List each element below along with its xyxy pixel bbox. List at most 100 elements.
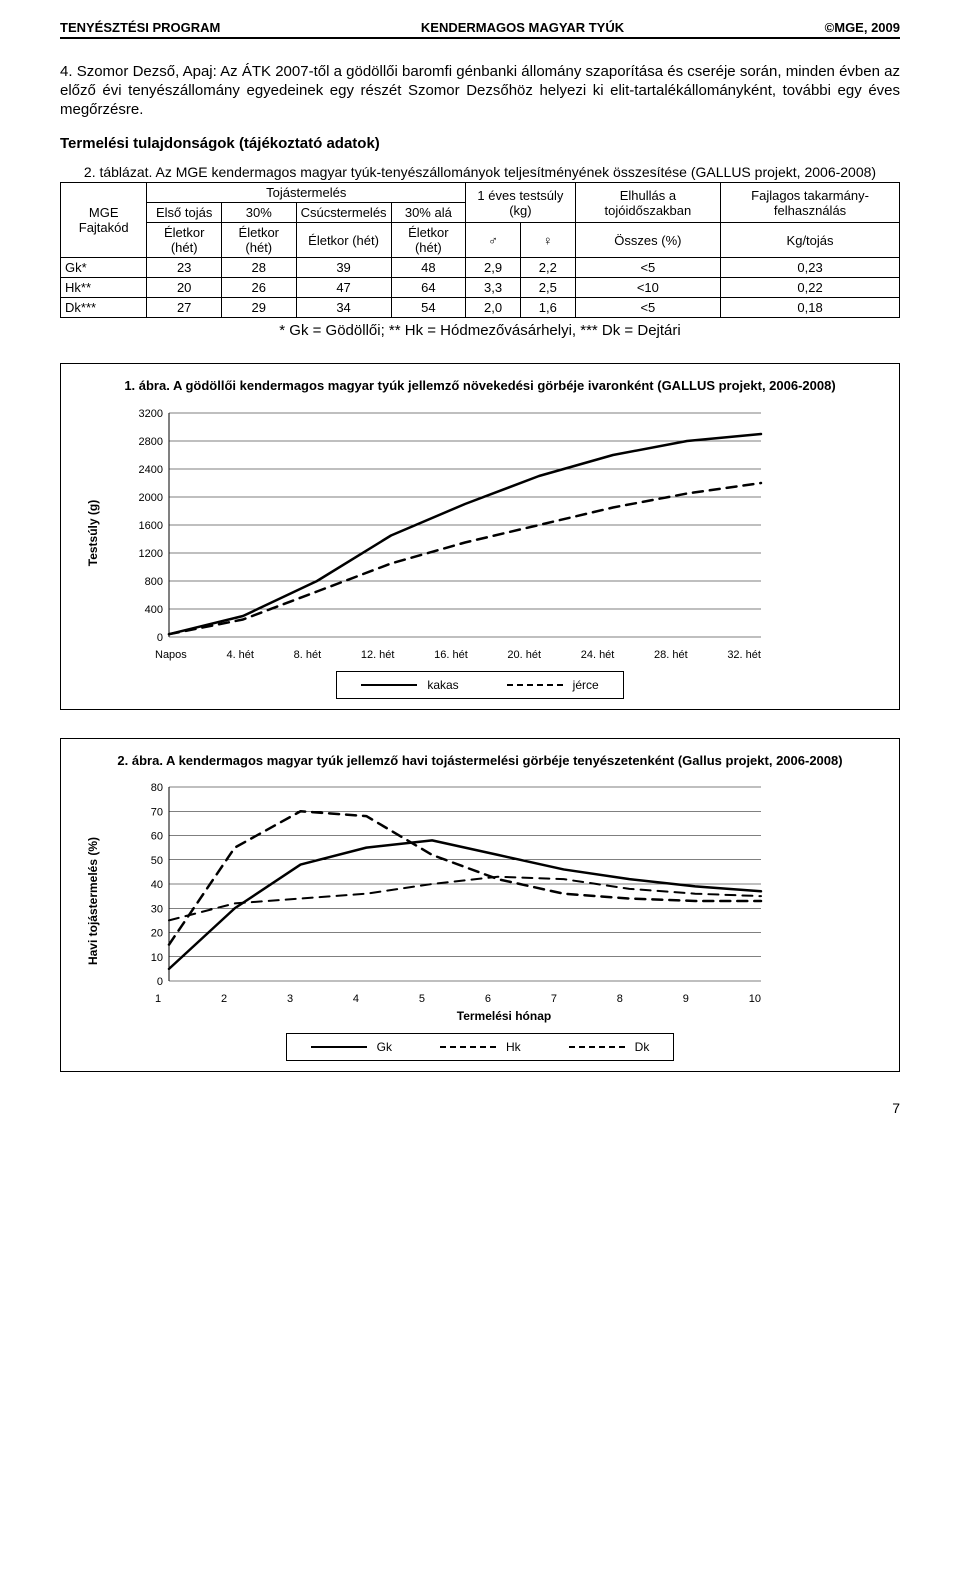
section-heading: Termelési tulajdonságok (tájékoztató ada… xyxy=(60,135,900,152)
chart2-xticks: 12345678910 xyxy=(129,993,769,1005)
legend-label: Dk xyxy=(635,1040,650,1054)
legend-label: kakas xyxy=(427,678,458,692)
header-center: KENDERMAGOS MAGYAR TYÚK xyxy=(421,20,624,35)
legend-label: jérce xyxy=(573,678,599,692)
x-tick: 20. hét xyxy=(507,649,541,661)
performance-table: MGE Fajtakód Tojástermelés 1 éves testsú… xyxy=(60,182,900,318)
col-eletkor-3: Életkor (hét) xyxy=(296,223,391,258)
header-left: TENYÉSZTÉSI PROGRAM xyxy=(60,20,220,35)
chart2-ylabel: Havi tojástermelés (%) xyxy=(86,837,100,965)
x-tick: 16. hét xyxy=(434,649,468,661)
chart1-xticks: Napos 4. hét 8. hét 12. hét 16. hét 20. hét 24… xyxy=(129,649,769,661)
table-row: Hk**202647643,32,5<100,22 xyxy=(61,278,900,298)
table-cell: Dk*** xyxy=(61,298,147,318)
svg-text:0: 0 xyxy=(157,976,163,988)
x-tick: 28. hét xyxy=(654,649,688,661)
table-cell: 26 xyxy=(221,278,296,298)
legend-swatch xyxy=(507,684,563,686)
legend-label: Hk xyxy=(506,1040,521,1054)
x-tick: 7 xyxy=(551,993,557,1005)
x-tick: 6 xyxy=(485,993,491,1005)
table-cell: 54 xyxy=(391,298,466,318)
col-30-ala: 30% alá xyxy=(391,203,466,223)
chart2-xlabel: Termelési hónap xyxy=(129,1009,879,1023)
chart2-legend: GkHkDk xyxy=(286,1033,675,1061)
table-row: Gk*232839482,92,2<50,23 xyxy=(61,258,900,278)
x-tick: 5 xyxy=(419,993,425,1005)
table-cell: 29 xyxy=(221,298,296,318)
legend-swatch xyxy=(361,684,417,686)
table-cell: 2,0 xyxy=(466,298,521,318)
svg-text:1200: 1200 xyxy=(139,548,163,560)
x-tick: 32. hét xyxy=(727,649,761,661)
table-cell: 47 xyxy=(296,278,391,298)
table-cell: 0,22 xyxy=(721,278,900,298)
table-cell: 3,3 xyxy=(466,278,521,298)
x-tick: 10 xyxy=(749,993,761,1005)
col-kgtojas: Kg/tojás xyxy=(721,223,900,258)
col-tojastermeles: Tojástermelés xyxy=(147,183,466,203)
table-cell: <10 xyxy=(575,278,720,298)
col-testsuly: 1 éves testsúly (kg) xyxy=(466,183,576,223)
chart1-ylabel: Testsúly (g) xyxy=(86,499,100,565)
col-eletkor-4: Életkor (hét) xyxy=(391,223,466,258)
x-tick: 8 xyxy=(617,993,623,1005)
svg-text:0: 0 xyxy=(157,632,163,644)
svg-text:10: 10 xyxy=(151,952,163,964)
chart2-title: 2. ábra. A kendermagos magyar tyúk jelle… xyxy=(81,753,879,769)
col-csucs: Csúcstermelés xyxy=(296,203,391,223)
svg-text:2000: 2000 xyxy=(139,492,163,504)
table-cell: Hk** xyxy=(61,278,147,298)
table-cell: 20 xyxy=(147,278,222,298)
svg-text:80: 80 xyxy=(151,782,163,794)
col-male: ♂ xyxy=(466,223,521,258)
chart1-container: 1. ábra. A gödöllői kendermagos magyar t… xyxy=(60,363,900,709)
chart2-plot: 01020304050607080 xyxy=(129,779,879,989)
svg-text:800: 800 xyxy=(145,576,163,588)
table-cell: 28 xyxy=(221,258,296,278)
table-cell: 39 xyxy=(296,258,391,278)
svg-text:20: 20 xyxy=(151,927,163,939)
table-cell: <5 xyxy=(575,298,720,318)
col-eletkor-2: Életkor (hét) xyxy=(221,223,296,258)
col-elso-tojas: Első tojás xyxy=(147,203,222,223)
table-caption: 2. táblázat. Az MGE kendermagos magyar t… xyxy=(60,164,900,180)
chart1-legend: kakas jérce xyxy=(336,671,623,699)
svg-text:2400: 2400 xyxy=(139,464,163,476)
chart1-plot: 0400800120016002000240028003200 xyxy=(129,405,879,645)
table-cell: 2,2 xyxy=(520,258,575,278)
svg-text:70: 70 xyxy=(151,806,163,818)
x-tick: 4. hét xyxy=(226,649,254,661)
col-30: 30% xyxy=(221,203,296,223)
x-tick: 12. hét xyxy=(361,649,395,661)
x-tick: 4 xyxy=(353,993,359,1005)
x-tick: 2 xyxy=(221,993,227,1005)
table-cell: 48 xyxy=(391,258,466,278)
svg-text:3200: 3200 xyxy=(139,408,163,420)
table-footnote: * Gk = Gödöllői; ** Hk = Hódmezővásárhel… xyxy=(60,322,900,339)
table-cell: 2,5 xyxy=(520,278,575,298)
chart2-container: 2. ábra. A kendermagos magyar tyúk jelle… xyxy=(60,738,900,1072)
x-tick: Napos xyxy=(155,649,187,661)
page-header: TENYÉSZTÉSI PROGRAM KENDERMAGOS MAGYAR T… xyxy=(60,20,900,39)
col-elhullas: Elhullás a tojóidőszakban xyxy=(575,183,720,223)
table-cell: 0,23 xyxy=(721,258,900,278)
svg-text:30: 30 xyxy=(151,903,163,915)
x-tick: 3 xyxy=(287,993,293,1005)
x-tick: 24. hét xyxy=(581,649,615,661)
table-cell: 0,18 xyxy=(721,298,900,318)
table-cell: 27 xyxy=(147,298,222,318)
col-eletkor-1: Életkor (hét) xyxy=(147,223,222,258)
legend-item: Hk xyxy=(440,1040,521,1054)
x-tick: 8. hét xyxy=(294,649,322,661)
page-number: 7 xyxy=(60,1100,900,1116)
legend-swatch xyxy=(440,1046,496,1048)
x-tick: 1 xyxy=(155,993,161,1005)
col-mge: MGE Fajtakód xyxy=(61,183,147,258)
svg-text:1600: 1600 xyxy=(139,520,163,532)
col-female: ♀ xyxy=(520,223,575,258)
svg-text:50: 50 xyxy=(151,855,163,867)
table-cell: 23 xyxy=(147,258,222,278)
table-cell: 2,9 xyxy=(466,258,521,278)
table-cell: 34 xyxy=(296,298,391,318)
